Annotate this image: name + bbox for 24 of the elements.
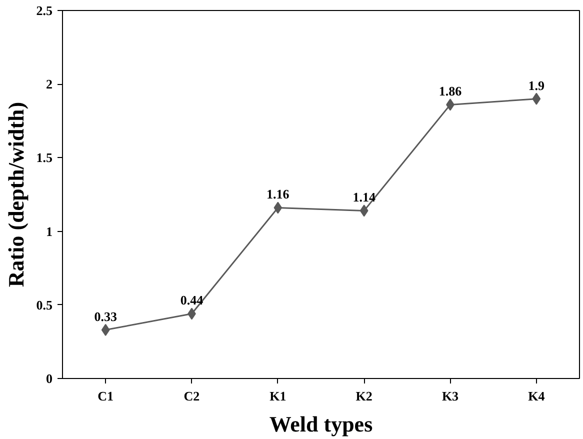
- data-label: 1.16: [266, 186, 290, 202]
- data-label: 1.86: [438, 84, 462, 99]
- x-tick-label: C1: [98, 388, 114, 404]
- y-axis-title: Ratio (depth/width): [3, 102, 28, 288]
- data-label: 1.9: [528, 78, 546, 93]
- y-tick-label: 0.5: [36, 297, 53, 312]
- y-tick-label: 1: [46, 224, 52, 239]
- x-tick-label: K3: [442, 388, 460, 404]
- point: [101, 324, 110, 336]
- point: [532, 92, 541, 105]
- data-label: 0.33: [94, 308, 118, 324]
- point: [274, 202, 282, 214]
- data-label: 0.44: [180, 292, 204, 308]
- data-label: 1.14: [352, 190, 376, 205]
- y-tick-label: 2: [46, 76, 52, 92]
- x-tick-label: K1: [270, 388, 286, 404]
- point: [360, 204, 368, 217]
- y-tick-label: 0: [46, 371, 52, 386]
- x-tick-label: K2: [356, 388, 372, 404]
- x-tick-label: C2: [184, 388, 200, 404]
- y-tick-label: 1.5: [36, 150, 53, 166]
- x-axis-title: Weld types: [269, 412, 374, 436]
- y-tick-label: 2.5: [36, 3, 53, 18]
- x-tick-label: K4: [528, 388, 546, 404]
